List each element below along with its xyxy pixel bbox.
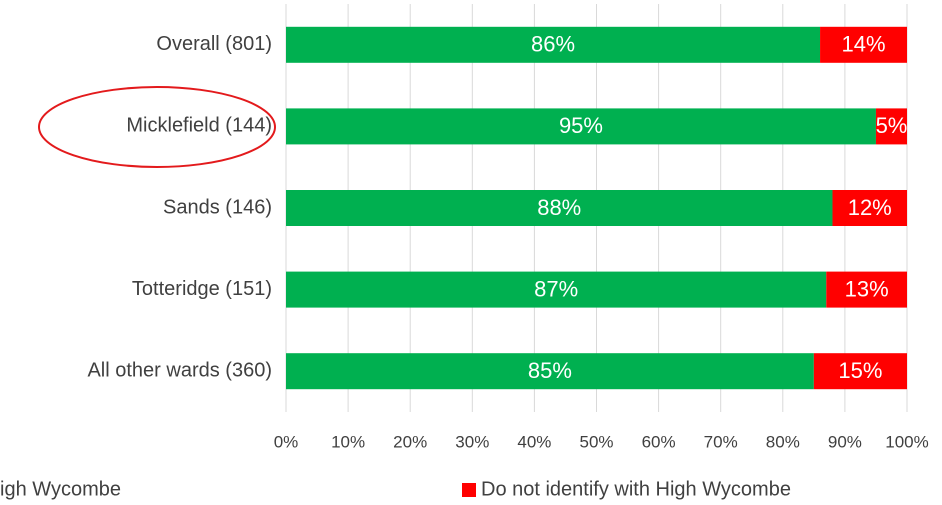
data-label: 86% xyxy=(531,32,575,57)
bar-segment xyxy=(286,108,876,145)
x-tick-label: 60% xyxy=(642,432,676,451)
legend-label: Do not identify with High Wycombe xyxy=(481,478,791,500)
y-tick-label: Overall (801) xyxy=(156,33,272,55)
y-tick-label: Micklefield (144) xyxy=(126,115,272,137)
data-label: 87% xyxy=(534,276,578,301)
data-label: 14% xyxy=(842,32,886,57)
bar-segment xyxy=(286,26,821,63)
bar-segment xyxy=(286,353,814,390)
bar-segment xyxy=(832,190,907,226)
x-tick-label: 40% xyxy=(517,432,551,451)
x-tick-label: 80% xyxy=(766,432,800,451)
bar-segment xyxy=(286,190,833,226)
bar-segment xyxy=(820,26,907,63)
x-tick-label: 30% xyxy=(455,432,489,451)
legend-swatch xyxy=(462,483,476,497)
data-label: 88% xyxy=(537,195,581,220)
plot: 0% 10% 20% 30% 40% 50% 60% 70% 80% 90% 100% Overall… xyxy=(0,4,929,500)
bar-segment xyxy=(826,271,907,308)
x-tick-label: 20% xyxy=(393,432,427,451)
y-tick-label: Sands (146) xyxy=(163,196,272,218)
legend-label: igh Wycombe xyxy=(0,478,121,500)
x-tick-label: 70% xyxy=(704,432,738,451)
bar-segment xyxy=(875,108,907,145)
bar-segment xyxy=(813,353,907,390)
data-label: 15% xyxy=(838,358,882,383)
data-label: 5% xyxy=(876,113,908,138)
x-tick-label: 10% xyxy=(331,432,365,451)
x-tick-label: 100% xyxy=(885,432,928,451)
x-tick-label: 50% xyxy=(579,432,613,451)
data-label: 12% xyxy=(848,195,892,220)
y-tick-label: All other wards (360) xyxy=(87,359,272,381)
y-tick-label: Totteridge (151) xyxy=(132,278,272,300)
x-tick-label: 90% xyxy=(828,432,862,451)
data-label: 85% xyxy=(528,358,572,383)
highlight-ellipse xyxy=(38,86,276,168)
x-tick-label: 0% xyxy=(274,432,299,451)
data-label: 95% xyxy=(559,113,603,138)
bar-segment xyxy=(286,271,827,308)
data-label: 13% xyxy=(845,276,889,301)
